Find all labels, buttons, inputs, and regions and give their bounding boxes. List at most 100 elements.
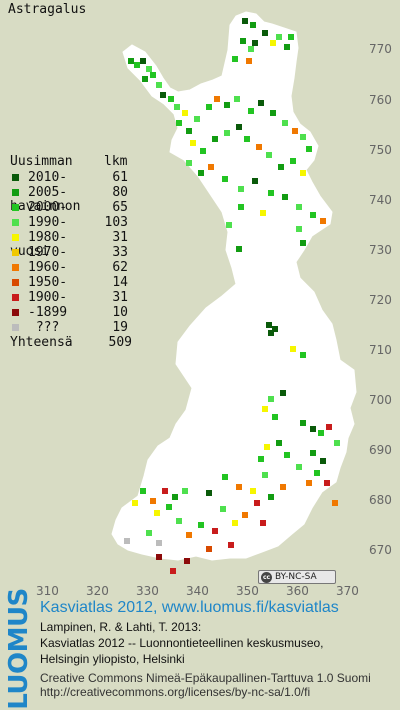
- observation-dot: [182, 110, 188, 116]
- observation-dot: [324, 480, 330, 486]
- legend-swatch: [12, 234, 19, 241]
- observation-dot: [288, 34, 294, 40]
- y-tick-label: 730: [369, 243, 392, 257]
- observation-dot: [154, 510, 160, 516]
- x-tick-label: 330: [136, 584, 159, 598]
- observation-dot: [156, 554, 162, 560]
- creative-commons-icon: cc: [261, 571, 272, 583]
- x-tick-label: 310: [36, 584, 59, 598]
- cc-license-badge[interactable]: cc BY-NC-SA: [258, 570, 336, 584]
- y-tick-label: 770: [369, 42, 392, 56]
- observation-dot: [292, 128, 298, 134]
- observation-dot: [310, 426, 316, 432]
- legend-label: 1990-: [28, 215, 68, 230]
- observation-dot: [160, 92, 166, 98]
- cc-license-text: BY-NC-SA: [275, 572, 317, 582]
- citation-line: Helsingin yliopisto, Helsinki: [40, 652, 185, 666]
- x-tick-label: 340: [186, 584, 209, 598]
- observation-dot: [166, 504, 172, 510]
- observation-dot: [200, 148, 206, 154]
- legend-swatch: [12, 249, 19, 256]
- observation-dot: [272, 326, 278, 332]
- legend-row: 2005- 80: [12, 185, 132, 200]
- legend-swatch: [12, 189, 19, 196]
- observation-dot: [300, 170, 306, 176]
- legend-count: 62: [112, 260, 128, 275]
- observation-dot: [262, 406, 268, 412]
- legend-swatch: [12, 324, 19, 331]
- observation-dot: [184, 558, 190, 564]
- observation-dot: [220, 506, 226, 512]
- y-tick-label: 680: [369, 493, 392, 507]
- legend-total-value: 509: [108, 335, 132, 350]
- observation-dot: [332, 500, 338, 506]
- observation-dot: [314, 470, 320, 476]
- observation-dot: [276, 34, 282, 40]
- observation-dot: [250, 22, 256, 28]
- luomus-logo-text: LUOMUS: [4, 588, 34, 710]
- legend-row: 2000- 65: [12, 200, 132, 215]
- observation-dot: [128, 58, 134, 64]
- observation-dot: [318, 430, 324, 436]
- legend-row: 1960- 62: [12, 260, 132, 275]
- observation-dot: [156, 540, 162, 546]
- map-panel: Astragalus Uusimman havainnon vuosi lkm …: [8, 2, 392, 598]
- observation-dot: [168, 96, 174, 102]
- observation-dot: [280, 484, 286, 490]
- legend-swatch: [12, 219, 19, 226]
- observation-dot: [156, 82, 162, 88]
- observation-dot: [248, 46, 254, 52]
- observation-dot: [198, 170, 204, 176]
- species-title: Astragalus: [8, 2, 87, 17]
- observation-dot: [260, 520, 266, 526]
- observation-dot: [258, 100, 264, 106]
- observation-dot: [186, 160, 192, 166]
- legend-count-header: lkm: [104, 154, 128, 169]
- legend-heading-line: havainnon: [10, 199, 81, 214]
- legend-row: 1950- 14: [12, 275, 132, 290]
- observation-dot: [238, 186, 244, 192]
- y-tick-label: 750: [369, 143, 392, 157]
- observation-dot: [250, 488, 256, 494]
- observation-dot: [176, 518, 182, 524]
- legend-count: 33: [112, 245, 128, 260]
- observation-dot: [334, 440, 340, 446]
- observation-dot: [214, 96, 220, 102]
- observation-dot: [252, 178, 258, 184]
- kasviatlas-link[interactable]: Kasviatlas 2012, www.luomus.fi/kasviatla…: [40, 599, 339, 616]
- observation-dot: [238, 204, 244, 210]
- observation-dot: [320, 458, 326, 464]
- y-tick-label: 720: [369, 293, 392, 307]
- observation-dots: [124, 18, 340, 574]
- observation-dot: [268, 494, 274, 500]
- x-tick-label: 370: [336, 584, 359, 598]
- observation-dot: [240, 38, 246, 44]
- observation-dot: [290, 346, 296, 352]
- observation-dot: [190, 140, 196, 146]
- legend-label: 1980-: [28, 230, 68, 245]
- legend-label: 2000-: [28, 200, 68, 215]
- observation-dot: [300, 420, 306, 426]
- observation-dot: [182, 488, 188, 494]
- observation-dot: [140, 488, 146, 494]
- observation-dot: [284, 44, 290, 50]
- observation-dot: [258, 456, 264, 462]
- observation-dot: [320, 218, 326, 224]
- observation-dot: [272, 414, 278, 420]
- observation-dot: [276, 440, 282, 446]
- observation-dot: [170, 568, 176, 574]
- observation-dot: [252, 40, 258, 46]
- legend-count: 31: [112, 230, 128, 245]
- y-tick-label: 690: [369, 443, 392, 457]
- observation-dot: [140, 58, 146, 64]
- observation-dot: [226, 222, 232, 228]
- citation-line: Lampinen, R. & Lahti, T. 2013:: [40, 620, 202, 634]
- observation-dot: [194, 116, 200, 122]
- observation-dot: [326, 424, 332, 430]
- observation-dot: [186, 532, 192, 538]
- legend-label: 1960-: [28, 260, 68, 275]
- observation-dot: [306, 146, 312, 152]
- observation-dot: [248, 108, 254, 114]
- legend-count: 61: [112, 170, 128, 185]
- legend-row: 1970- 33: [12, 245, 132, 260]
